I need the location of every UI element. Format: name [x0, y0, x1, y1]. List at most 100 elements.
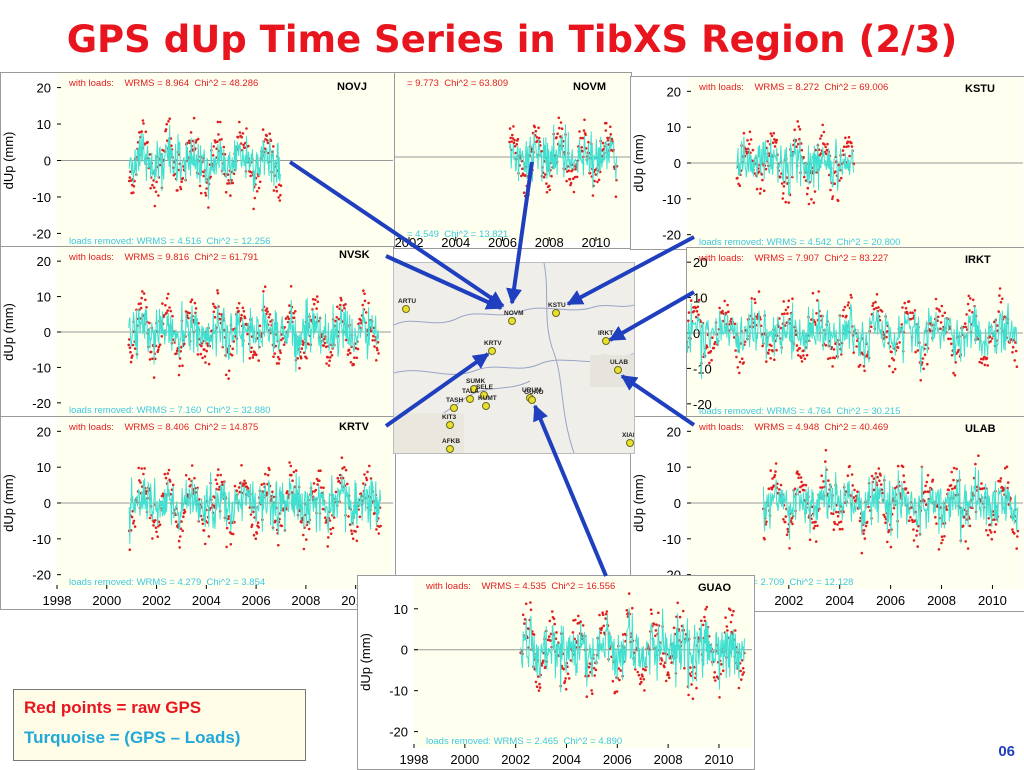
- y-tick-label: 0: [674, 496, 681, 511]
- y-axis-label: dUp (mm): [1, 303, 16, 361]
- raw-gps-point: [191, 464, 194, 467]
- raw-gps-point: [787, 201, 790, 204]
- raw-gps-point: [214, 316, 217, 319]
- raw-gps-point: [574, 176, 577, 179]
- raw-gps-point: [763, 189, 766, 192]
- raw-gps-point: [155, 526, 158, 529]
- raw-gps-point: [847, 474, 850, 477]
- raw-gps-point: [985, 529, 988, 532]
- raw-gps-point: [356, 540, 359, 543]
- raw-gps-point: [338, 480, 341, 483]
- raw-gps-point: [583, 129, 586, 132]
- raw-gps-point: [756, 315, 759, 318]
- slide-title: GPS dUp Time Series in TibXS Region (2/3…: [0, 18, 1024, 61]
- legend-gps-minus-loads: Turquoise = (GPS – Loads): [24, 728, 240, 748]
- raw-gps-point: [785, 515, 788, 518]
- raw-gps-point: [842, 154, 845, 157]
- raw-gps-point: [594, 173, 597, 176]
- raw-gps-point: [167, 472, 170, 475]
- raw-gps-point: [568, 169, 571, 172]
- raw-gps-point: [730, 621, 733, 624]
- raw-gps-point: [155, 531, 158, 534]
- raw-gps-point: [276, 190, 279, 193]
- raw-gps-point: [786, 528, 789, 531]
- raw-gps-point: [875, 472, 878, 475]
- raw-gps-point: [346, 483, 349, 486]
- raw-gps-point: [252, 356, 255, 359]
- raw-gps-point: [850, 142, 853, 145]
- raw-gps-point: [217, 292, 220, 295]
- raw-gps-point: [803, 176, 806, 179]
- raw-gps-point: [520, 175, 523, 178]
- raw-gps-point: [856, 490, 859, 493]
- raw-gps-point: [574, 619, 577, 622]
- raw-gps-point: [164, 473, 167, 476]
- raw-gps-point: [834, 522, 837, 525]
- loads-removed-stats: loads removed: WRMS = 7.160 Chi^2 = 32.8…: [69, 405, 270, 416]
- raw-gps-point: [710, 350, 713, 353]
- raw-gps-point: [325, 346, 328, 349]
- y-tick-label: 0: [44, 154, 51, 169]
- raw-gps-point: [294, 310, 297, 313]
- raw-gps-point: [765, 168, 768, 171]
- raw-gps-point: [934, 516, 937, 519]
- raw-gps-point: [303, 548, 306, 551]
- raw-gps-point: [324, 342, 327, 345]
- station-label-kstu: KSTU: [965, 83, 995, 95]
- raw-gps-point: [727, 310, 730, 313]
- raw-gps-point: [706, 606, 709, 609]
- raw-gps-point: [339, 474, 342, 477]
- y-tick-label: -10: [32, 190, 51, 205]
- raw-gps-point: [250, 346, 253, 349]
- raw-gps-point: [366, 479, 369, 482]
- raw-gps-point: [335, 316, 338, 319]
- loads-removed-stats: loads removed: WRMS = 2.465 Chi^2 = 4.89…: [426, 736, 622, 747]
- raw-gps-point: [820, 134, 823, 137]
- raw-gps-point: [139, 302, 142, 305]
- raw-gps-point: [938, 310, 941, 313]
- raw-gps-point: [266, 139, 269, 142]
- x-tick-label: 2008: [535, 235, 564, 248]
- raw-gps-point: [824, 146, 827, 149]
- raw-gps-point: [804, 358, 807, 361]
- raw-gps-point: [741, 673, 744, 676]
- raw-gps-point: [255, 354, 258, 357]
- with-loads-stats: with loads: WRMS = 4.535 Chi^2 = 16.556: [425, 581, 615, 592]
- raw-gps-point: [200, 345, 203, 348]
- raw-gps-point: [205, 350, 208, 353]
- raw-gps-point: [565, 688, 568, 691]
- raw-gps-point: [812, 292, 815, 295]
- raw-gps-point: [670, 661, 673, 664]
- raw-gps-point: [806, 193, 809, 196]
- raw-gps-point: [833, 528, 836, 531]
- raw-gps-point: [800, 476, 803, 479]
- raw-gps-point: [799, 128, 802, 131]
- raw-gps-point: [590, 689, 593, 692]
- raw-gps-point: [356, 525, 359, 528]
- raw-gps-point: [693, 310, 696, 313]
- raw-gps-point: [704, 608, 707, 611]
- with-loads-stats: with loads: WRMS = 8.406 Chi^2 = 14.875: [68, 422, 258, 433]
- raw-gps-point: [829, 189, 832, 192]
- raw-gps-point: [205, 194, 208, 197]
- raw-gps-point: [779, 176, 782, 179]
- raw-gps-point: [995, 523, 998, 526]
- raw-gps-point: [703, 616, 706, 619]
- raw-gps-point: [990, 531, 993, 534]
- raw-gps-point: [926, 481, 929, 484]
- y-tick-label: -20: [662, 228, 681, 243]
- raw-gps-point: [322, 486, 325, 489]
- raw-gps-point: [555, 136, 558, 139]
- raw-gps-point: [927, 474, 930, 477]
- raw-gps-point: [831, 365, 834, 368]
- raw-gps-point: [631, 607, 634, 610]
- raw-gps-point: [713, 676, 716, 679]
- raw-gps-point: [197, 353, 200, 356]
- raw-gps-point: [813, 527, 816, 530]
- raw-gps-point: [801, 360, 804, 363]
- raw-gps-point: [641, 675, 644, 678]
- raw-gps-point: [157, 194, 160, 197]
- raw-gps-point: [305, 357, 308, 360]
